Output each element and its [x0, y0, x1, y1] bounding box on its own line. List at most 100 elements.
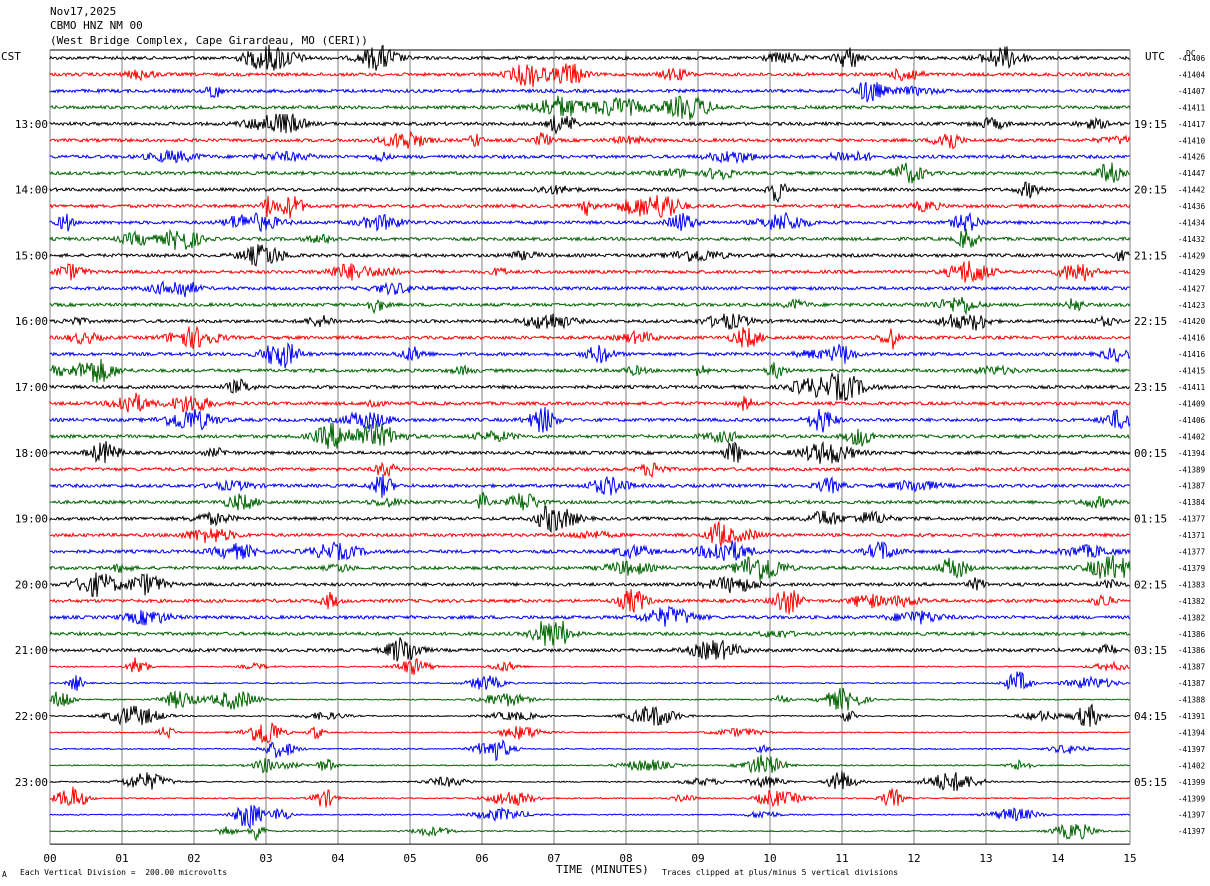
trace-38: [49, 671, 1131, 691]
left-hour-label: 23:00: [15, 776, 48, 789]
trace-32: [49, 572, 1131, 597]
right-hour-label: 23:15: [1134, 381, 1167, 394]
x-tick-label: 13: [979, 852, 992, 865]
right-hour-label: 20:15: [1134, 184, 1167, 197]
trace-42: [49, 738, 1131, 762]
dc-offset-label: -41420: [1178, 317, 1206, 326]
left-hour-label: 18:00: [15, 447, 48, 460]
trace-0: [49, 44, 1131, 71]
dc-offset-label: -41427: [1178, 284, 1205, 293]
trace-16: [49, 313, 1131, 331]
trace-36: [49, 637, 1131, 662]
dc-offset-label: -41402: [1178, 761, 1205, 770]
x-tick-label: 11: [835, 852, 848, 865]
right-hour-label: 00:15: [1134, 447, 1167, 460]
x-tick-label: 12: [907, 852, 920, 865]
dc-offset-label: -41394: [1178, 449, 1206, 458]
dc-offset-label: -41399: [1178, 778, 1205, 787]
dc-offset-label: -41389: [1178, 465, 1205, 474]
trace-26: [49, 473, 1131, 499]
trace-21: [49, 392, 1131, 413]
dc-offset-label: -41387: [1178, 482, 1205, 491]
dc-label: DC: [1186, 49, 1196, 58]
trace-17: [49, 325, 1131, 350]
dc-offset-label: -41434: [1178, 219, 1206, 228]
dc-offset-label: -41447: [1178, 169, 1205, 178]
trace-14: [49, 280, 1131, 298]
dc-offset-label: -41402: [1178, 432, 1205, 441]
dc-offset-label: -41391: [1178, 712, 1205, 721]
dc-offset-label: -41429: [1178, 251, 1205, 260]
trace-6: [49, 149, 1131, 165]
left-hour-label: 13:00: [15, 118, 48, 131]
trace-33: [49, 589, 1131, 615]
x-tick-label: 07: [547, 852, 560, 865]
left-hour-label: 17:00: [15, 381, 48, 394]
dc-offset-label: -41387: [1178, 679, 1205, 688]
dc-offset-label: -41407: [1178, 87, 1205, 96]
x-tick-label: 09: [691, 852, 704, 865]
trace-30: [49, 540, 1131, 561]
trace-34: [49, 605, 1131, 627]
right-hour-label: 19:15: [1134, 118, 1167, 131]
trace-35: [49, 620, 1131, 646]
x-tick-label: 05: [403, 852, 416, 865]
x-tick-label: 10: [763, 852, 776, 865]
right-timezone-label: UTC: [1145, 50, 1165, 63]
dc-offset-label: -41442: [1178, 186, 1205, 195]
right-hour-label: 01:15: [1134, 513, 1167, 526]
trace-22: [49, 407, 1131, 433]
x-tick-label: 14: [1051, 852, 1065, 865]
trace-25: [49, 461, 1131, 479]
trace-18: [49, 342, 1131, 369]
trace-31: [49, 555, 1131, 581]
x-tick-label: 02: [187, 852, 200, 865]
trace-44: [49, 770, 1131, 791]
trace-2: [49, 81, 1131, 103]
trace-28: [49, 505, 1131, 534]
left-hour-label: 22:00: [15, 710, 48, 723]
dc-offset-label: -41384: [1178, 498, 1206, 507]
header-location: (West Bridge Complex, Cape Girardeau, MO…: [50, 34, 368, 47]
dc-offset-label: -41386: [1178, 646, 1206, 655]
dc-offset-label: -41406: [1178, 54, 1206, 63]
right-hour-label: 04:15: [1134, 710, 1167, 723]
trace-13: [49, 260, 1131, 283]
corner-mark: A: [2, 870, 7, 879]
left-hour-label: 19:00: [15, 513, 48, 526]
x-tick-label: 00: [43, 852, 56, 865]
dc-offset-label: -41417: [1178, 120, 1205, 129]
trace-5: [49, 130, 1131, 150]
dc-offset-label: -41426: [1178, 153, 1206, 162]
dc-offset-label: -41382: [1178, 597, 1205, 606]
scale-note: Each Vertical Division = 200.00 microvol…: [20, 868, 228, 877]
dc-offset-label: -41416: [1178, 350, 1206, 359]
right-hour-label: 21:15: [1134, 249, 1167, 262]
trace-4: [49, 113, 1131, 135]
trace-29: [49, 521, 1131, 547]
dc-offset-label: -41416: [1178, 334, 1206, 343]
minute-grid: [49, 49, 1131, 845]
trace-23: [49, 422, 1131, 449]
dc-offset-label: -41382: [1178, 613, 1205, 622]
dc-offset-label: -41429: [1178, 268, 1205, 277]
dc-offset-label: -41394: [1178, 728, 1206, 737]
dc-offset-label: -41410: [1178, 136, 1206, 145]
trace-24: [49, 440, 1131, 464]
trace-lines: [49, 44, 1131, 842]
axis-labels: 00 01 02 03 04 05 06 07 08 09 10 11 12 13 14 15 13:00 14:…: [15, 54, 1206, 865]
trace-9: [49, 195, 1131, 219]
dc-offset-label: -41379: [1178, 564, 1205, 573]
dc-offset-label: -41436: [1178, 202, 1206, 211]
x-tick-label: 04: [331, 852, 345, 865]
left-hour-label: 15:00: [15, 249, 48, 262]
dc-offset-label: -41387: [1178, 663, 1205, 672]
dc-offset-label: -41371: [1178, 531, 1205, 540]
trace-27: [49, 492, 1131, 511]
trace-8: [49, 181, 1131, 204]
dc-offset-label: -41397: [1178, 811, 1205, 820]
left-hour-label: 14:00: [15, 184, 48, 197]
right-hour-label: 22:15: [1134, 315, 1167, 328]
trace-43: [49, 754, 1131, 774]
